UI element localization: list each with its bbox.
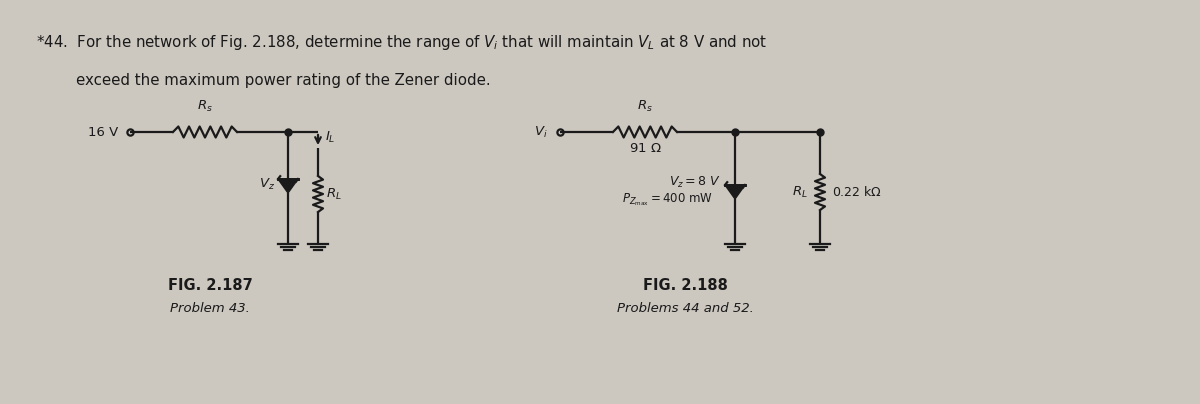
Text: exceed the maximum power rating of the Zener diode.: exceed the maximum power rating of the Z… — [76, 73, 491, 88]
Text: Problems 44 and 52.: Problems 44 and 52. — [617, 301, 754, 314]
Text: 0.22 k$\Omega$: 0.22 k$\Omega$ — [832, 185, 882, 199]
Text: $V_z$: $V_z$ — [259, 177, 275, 191]
Text: $R_L$: $R_L$ — [792, 185, 808, 200]
Text: $V_z = 8$ V: $V_z = 8$ V — [668, 175, 721, 189]
Text: 16 V: 16 V — [88, 126, 118, 139]
Polygon shape — [725, 185, 745, 199]
Text: $P_{Z_{\rm max}} = 400$ mW: $P_{Z_{\rm max}} = 400$ mW — [622, 192, 713, 208]
Text: $I_L$: $I_L$ — [325, 130, 336, 145]
Text: FIG. 2.188: FIG. 2.188 — [642, 278, 727, 293]
Text: $R_s$: $R_s$ — [197, 99, 212, 114]
Text: $R_s$: $R_s$ — [637, 99, 653, 114]
Text: $R_L$: $R_L$ — [326, 187, 342, 202]
Text: 91 $\Omega$: 91 $\Omega$ — [629, 142, 661, 155]
Text: Problem 43.: Problem 43. — [170, 301, 250, 314]
Text: *44.  For the network of Fig. 2.188, determine the range of $V_i$ that will main: *44. For the network of Fig. 2.188, dete… — [36, 33, 768, 52]
Polygon shape — [278, 179, 298, 193]
Text: FIG. 2.187: FIG. 2.187 — [168, 278, 252, 293]
Text: $V_i$: $V_i$ — [534, 124, 548, 139]
